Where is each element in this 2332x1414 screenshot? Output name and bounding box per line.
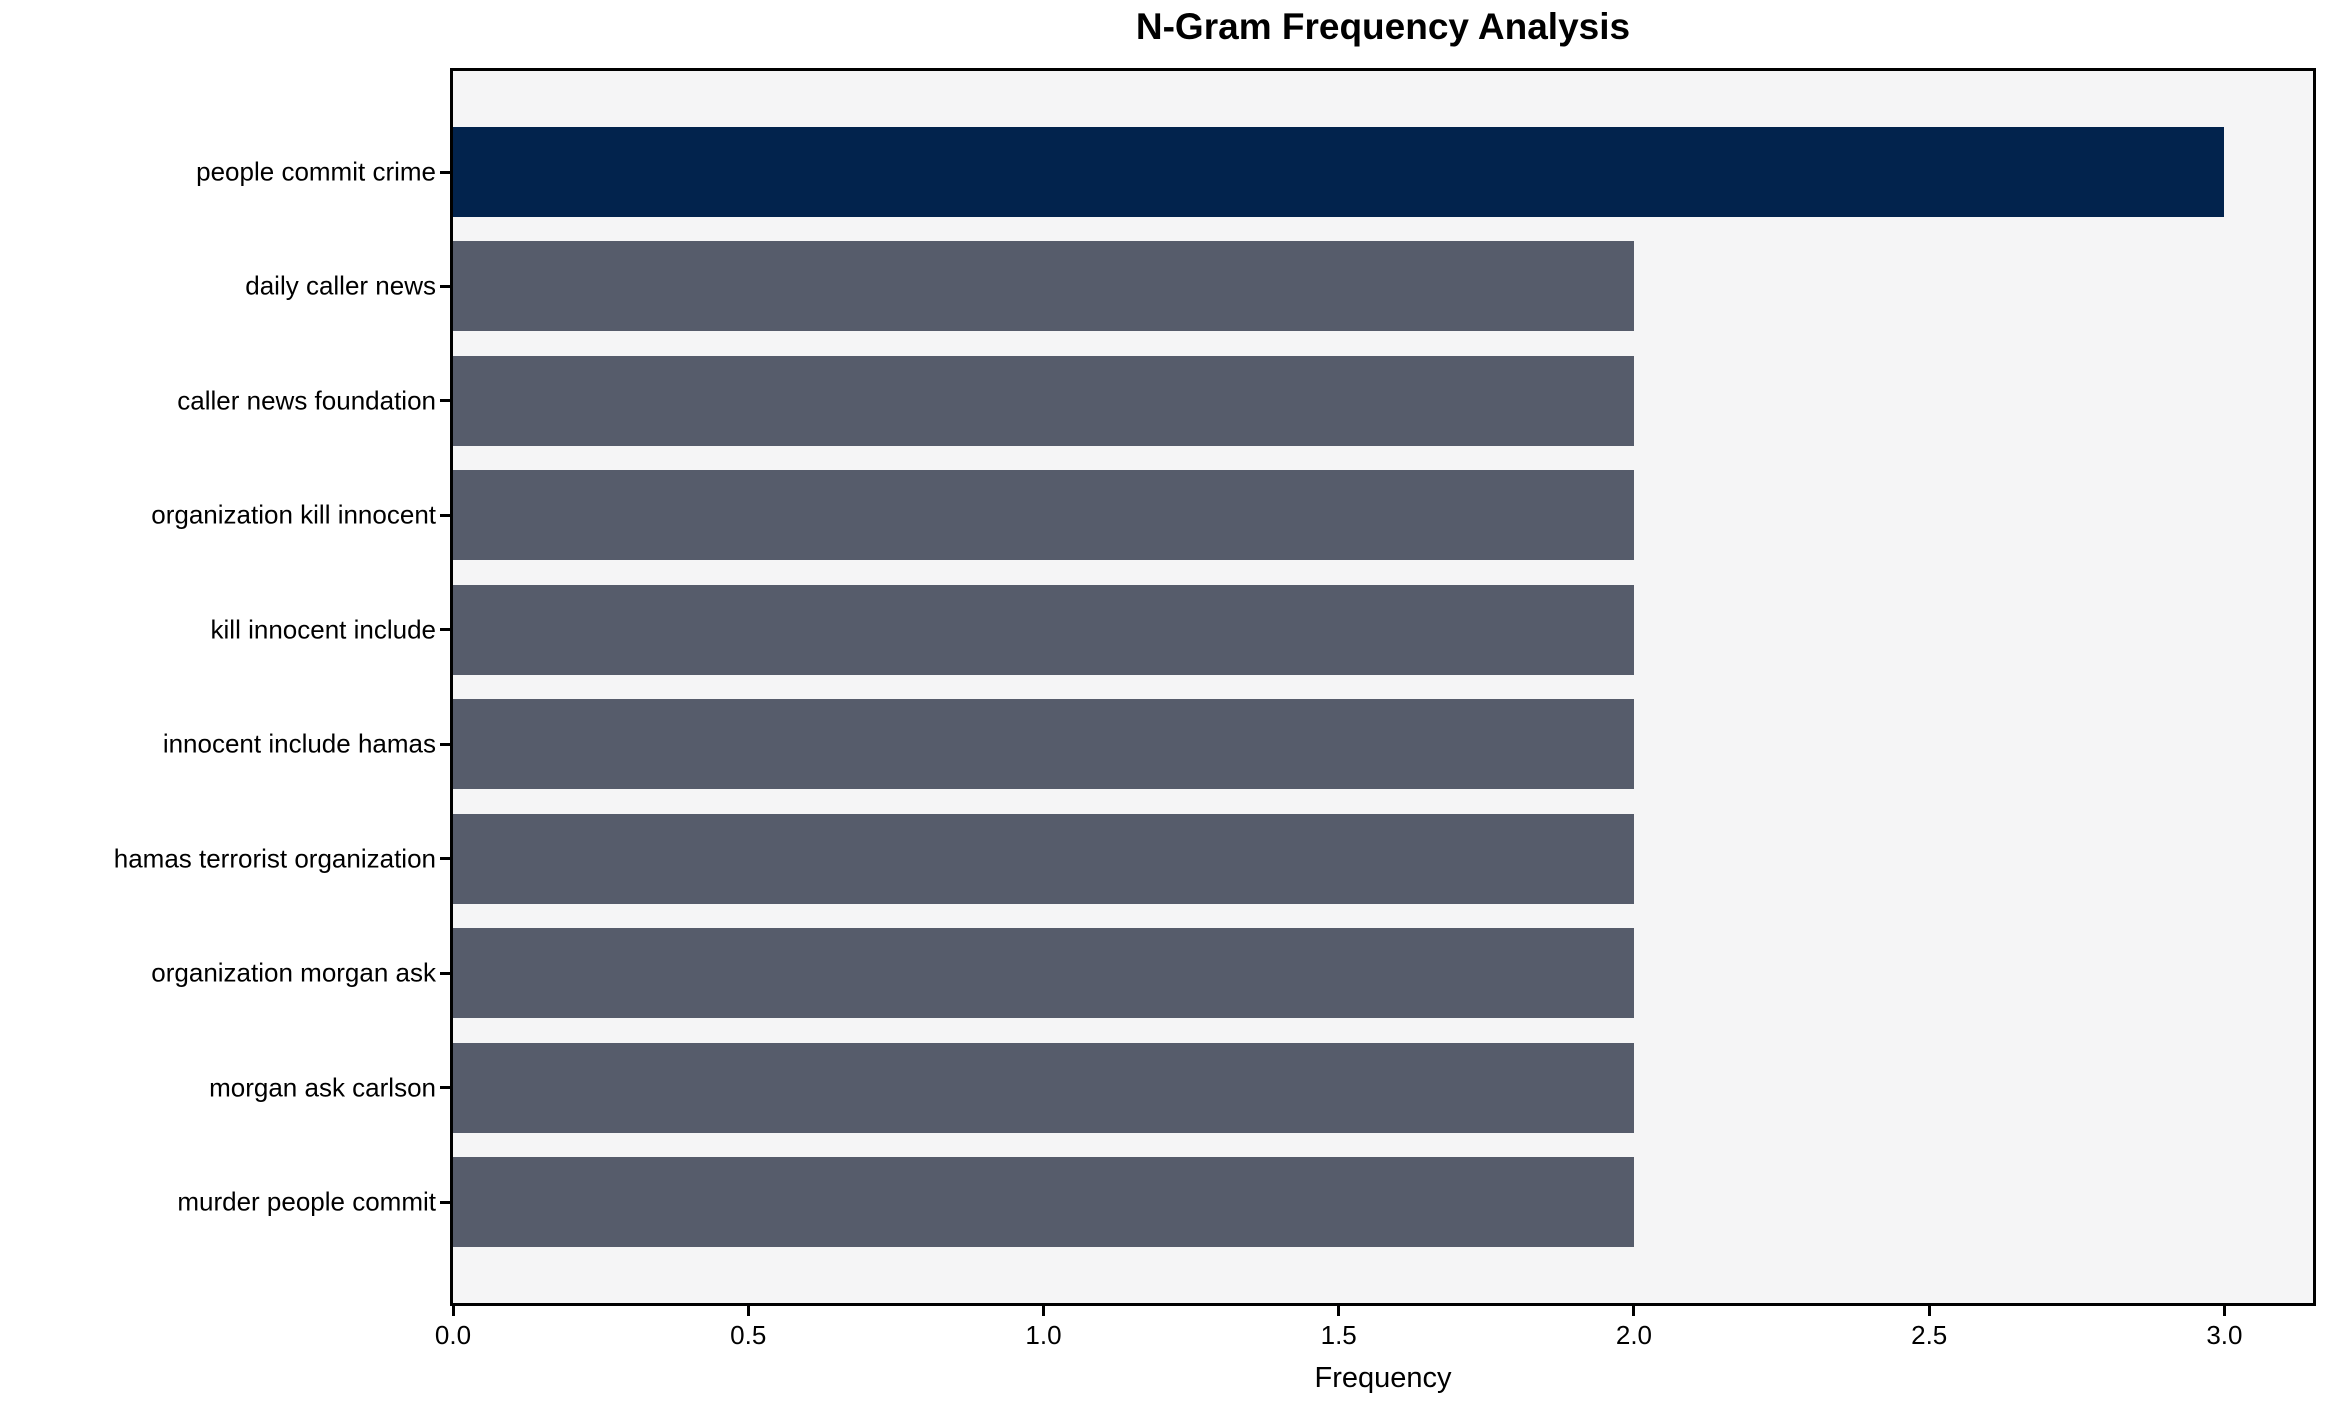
bar [453,470,1634,561]
y-tick-label: organization kill innocent [151,499,436,530]
bar [453,699,1634,790]
bar [453,241,1634,332]
x-axis-title: Frequency [1314,1362,1452,1394]
x-tick-label: 1.0 [1025,1320,1062,1350]
y-axis-ticks [440,71,2313,1303]
chart-title: N-Gram Frequency Analysis [1135,6,1631,47]
y-tick-mark [440,742,450,746]
y-tick-mark [440,628,450,632]
bar [453,813,1634,904]
y-tick-mark [440,971,450,975]
y-tick-label: hamas terrorist organization [113,843,436,874]
y-tick-mark [440,1200,450,1204]
bar [453,928,1634,1019]
y-tick-mark [440,284,450,288]
y-tick-mark [440,399,450,403]
x-tick-mark [1041,1306,1045,1316]
x-tick-label: 2.5 [1911,1320,1948,1350]
y-tick-mark [440,857,450,861]
plot-area: 0.0 0.5 1.0 1.5 2.0 2.5 3.0 [435,68,2316,1350]
bar [453,584,1634,675]
y-tick-mark [440,513,450,517]
x-tick-label: 2.0 [1615,1320,1653,1350]
x-tick-mark [2222,1306,2226,1316]
y-tick-label: daily caller news [245,270,436,301]
bar [453,355,1634,446]
bar [453,1042,1634,1133]
x-tick-label: 0.0 [434,1320,472,1350]
bar [453,1157,1634,1247]
bar [453,127,2225,217]
y-tick-label: murder people commit [177,1186,436,1217]
y-axis-labels: people commit crime daily caller news call… [0,71,436,1303]
x-tick-label: 1.5 [1320,1320,1357,1350]
bars-layer [453,71,2313,1303]
y-tick-label: people commit crime [196,156,436,187]
y-tick-label: morgan ask carlson [209,1072,436,1103]
x-tick-label: 3.0 [2206,1320,2243,1350]
y-tick-label: kill innocent include [210,614,436,645]
x-tick-mark [1337,1306,1341,1316]
y-tick-label: organization morgan ask [151,957,436,988]
y-tick-label: caller news foundation [177,385,436,416]
x-tick-mark [746,1306,750,1316]
y-tick-mark [440,170,450,174]
y-tick-mark [440,1086,450,1090]
x-axis-ticks: 0.0 0.5 1.0 1.5 2.0 2.5 3.0 [435,71,2313,1350]
x-tick-label: 0.5 [730,1320,767,1350]
x-tick-mark [451,1306,455,1316]
x-tick-mark [1927,1306,1931,1316]
x-tick-mark [1632,1306,1636,1316]
y-tick-label: innocent include hamas [162,728,436,759]
